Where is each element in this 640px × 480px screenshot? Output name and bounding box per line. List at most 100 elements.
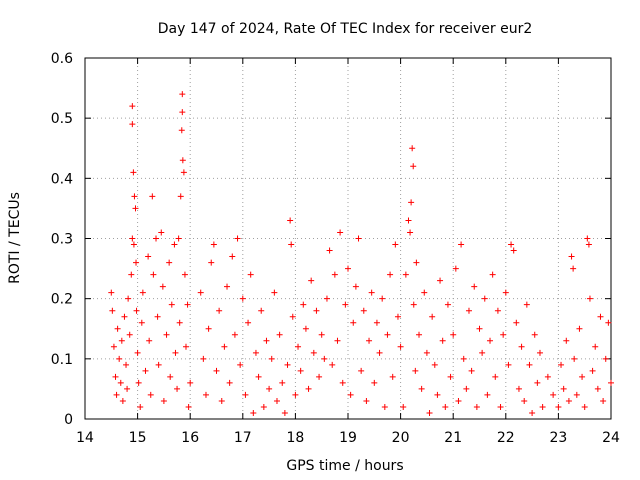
data-point [252,349,259,356]
data-point [159,283,166,290]
data-point [384,331,391,338]
y-tick-label: 0.5 [51,111,73,127]
data-point [177,193,184,200]
data-point [135,379,142,386]
x-tick-label: 21 [444,430,462,446]
x-tick-label: 14 [76,430,94,446]
y-tick-label: 0.3 [51,232,73,248]
data-point [266,385,273,392]
data-point [421,289,428,296]
data-point [571,355,578,362]
data-point [224,283,231,290]
data-point [300,301,307,308]
data-point [179,91,186,98]
data-point [405,217,412,224]
data-point [350,319,357,326]
data-point [118,337,125,344]
data-point [313,307,320,314]
data-point [573,391,580,398]
data-point [181,271,188,278]
data-point [310,349,317,356]
y-axis-label: ROTI / TECUs [7,192,23,284]
data-point [321,355,328,362]
data-point [168,301,175,308]
data-point [497,403,504,410]
x-tick-label: 23 [549,430,567,446]
data-point [154,313,161,320]
data-point [487,337,494,344]
data-point [502,289,509,296]
data-point [434,391,441,398]
data-point [458,241,465,248]
data-point [287,217,294,224]
data-point [187,379,194,386]
data-point [175,235,182,242]
data-point [129,103,136,110]
data-point [579,373,586,380]
data-point [371,379,378,386]
data-point [476,325,483,332]
data-point [172,349,179,356]
data-point [160,397,167,404]
data-point [412,367,419,374]
data-point [113,391,120,398]
data-point [510,247,517,254]
data-point [439,337,446,344]
data-point [226,379,233,386]
data-point [585,241,592,248]
data-point [352,283,359,290]
data-point [308,277,315,284]
data-point [205,325,212,332]
data-point [600,397,607,404]
data-point [132,205,139,212]
data-point [288,241,295,248]
data-point [329,361,336,368]
data-point [110,343,117,350]
data-point [167,373,174,380]
data-point [494,307,501,314]
data-point [452,265,459,272]
data-point [394,313,401,320]
data-point [128,271,135,278]
data-point [416,331,423,338]
data-point [142,367,149,374]
data-point [292,391,299,398]
data-point [163,331,170,338]
data-point [544,373,551,380]
data-point [355,235,362,242]
data-point [505,361,512,368]
data-point [139,289,146,296]
data-point [326,247,333,254]
data-point [366,337,373,344]
y-tick-label: 0 [64,412,73,428]
data-point [531,331,538,338]
y-tick-label: 0.4 [51,171,73,187]
data-point [149,193,156,200]
data-point [460,355,467,362]
data-point [518,343,525,350]
y-tick-label: 0.2 [51,292,73,308]
data-point [200,355,207,362]
data-point [339,379,346,386]
data-point [592,343,599,350]
data-point [258,307,265,314]
data-point [471,283,478,290]
data-point [360,307,367,314]
x-tick-label: 16 [181,430,199,446]
data-point [216,307,223,314]
data-point [145,253,152,260]
data-point [202,391,209,398]
data-point [210,241,217,248]
data-point [239,295,246,302]
data-point [221,343,228,350]
data-point [379,295,386,302]
data-point [147,391,154,398]
data-point [444,301,451,308]
data-point [389,373,396,380]
data-point [116,355,123,362]
data-point [126,331,133,338]
data-point [318,331,325,338]
data-point [112,373,119,380]
data-point [231,331,238,338]
data-point [213,367,220,374]
